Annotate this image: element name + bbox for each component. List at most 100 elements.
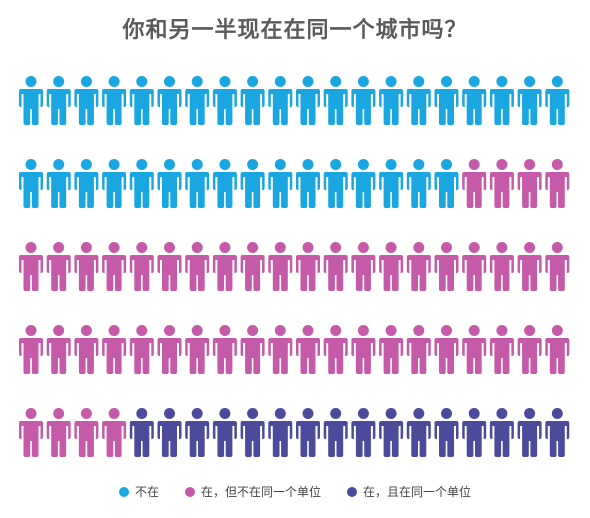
- legend: 不在 在，但不在同一个单位 在，且在同一个单位: [0, 483, 590, 500]
- legend-item-0: 不在: [118, 483, 159, 500]
- person-icon: [185, 76, 210, 125]
- person-icon: [46, 159, 71, 208]
- person-icon: [406, 76, 431, 125]
- person-icon: [323, 325, 348, 374]
- person-icon: [462, 159, 487, 208]
- person-icon: [129, 76, 154, 125]
- person-icon: [74, 325, 99, 374]
- person-icon: [157, 325, 182, 374]
- person-icon: [157, 242, 182, 291]
- person-icon: [434, 76, 459, 125]
- person-icon: [462, 325, 487, 374]
- person-icon: [240, 408, 265, 457]
- person-icon: [46, 408, 71, 457]
- person-icon: [240, 242, 265, 291]
- person-icon: [240, 325, 265, 374]
- person-icon: [129, 159, 154, 208]
- person-icon: [462, 408, 487, 457]
- person-icon: [517, 76, 542, 125]
- person-icon: [489, 408, 514, 457]
- person-icon: [185, 408, 210, 457]
- person-icon: [517, 159, 542, 208]
- person-icon: [46, 76, 71, 125]
- person-icon: [129, 325, 154, 374]
- person-icon: [379, 325, 404, 374]
- person-icon: [268, 408, 293, 457]
- legend-swatch-1: [184, 486, 195, 497]
- person-icon: [185, 242, 210, 291]
- person-icon: [489, 325, 514, 374]
- legend-item-1: 在，但不在同一个单位: [184, 483, 321, 500]
- person-icon: [268, 242, 293, 291]
- person-icon: [517, 408, 542, 457]
- person-icon: [185, 159, 210, 208]
- person-icon: [323, 159, 348, 208]
- person-icon: [489, 76, 514, 125]
- person-icon: [517, 325, 542, 374]
- person-icon: [240, 159, 265, 208]
- person-icon: [102, 325, 127, 374]
- person-icon: [268, 159, 293, 208]
- person-icon: [351, 408, 376, 457]
- person-icon: [129, 408, 154, 457]
- person-icon: [434, 408, 459, 457]
- person-icon: [19, 76, 43, 125]
- person-icon: [74, 242, 99, 291]
- person-icon: [212, 242, 237, 291]
- person-icon: [462, 76, 487, 125]
- legend-item-2: 在，且在同一个单位: [347, 483, 471, 500]
- person-icon: [434, 242, 459, 291]
- person-icon: [102, 242, 127, 291]
- person-icon: [157, 159, 182, 208]
- person-icon: [379, 408, 404, 457]
- person-icon: [434, 325, 459, 374]
- person-icon: [102, 76, 127, 125]
- person-icon: [74, 159, 99, 208]
- person-icon: [296, 242, 320, 291]
- person-icon: [212, 408, 237, 457]
- person-icon: [406, 242, 431, 291]
- person-icon: [268, 325, 293, 374]
- legend-label-0: 不在: [134, 485, 159, 499]
- person-icon: [102, 159, 127, 208]
- person-icon: [406, 408, 431, 457]
- person-icon: [489, 159, 514, 208]
- person-icon: [323, 242, 348, 291]
- person-icon: [545, 159, 570, 208]
- person-icon: [268, 76, 293, 125]
- person-icon: [212, 159, 237, 208]
- person-icon: [157, 408, 182, 457]
- legend-label-2: 在，且在同一个单位: [363, 485, 472, 499]
- person-icon: [296, 159, 320, 208]
- person-icon: [545, 325, 570, 374]
- legend-label-1: 在，但不在同一个单位: [200, 485, 321, 499]
- person-icon: [323, 408, 348, 457]
- person-icon: [545, 76, 570, 125]
- person-icon: [406, 159, 431, 208]
- person-icon: [379, 76, 404, 125]
- person-icon: [19, 159, 43, 208]
- person-icon: [545, 408, 570, 457]
- person-icon: [19, 408, 43, 457]
- person-icon: [351, 325, 376, 374]
- person-icon: [185, 325, 210, 374]
- person-icon: [351, 159, 376, 208]
- person-icon: [296, 325, 320, 374]
- person-icon: [351, 76, 376, 125]
- person-icon: [489, 242, 514, 291]
- person-icon: [46, 325, 71, 374]
- person-icon: [379, 242, 404, 291]
- person-icon: [74, 76, 99, 125]
- person-icon: [406, 325, 431, 374]
- person-icon: [323, 76, 348, 125]
- chart-title: 你和另一半现在在同一个城市吗？: [122, 18, 468, 43]
- person-icon: [517, 242, 542, 291]
- person-icon: [19, 325, 43, 374]
- legend-swatch-0: [118, 486, 129, 497]
- person-icon: [74, 408, 99, 457]
- person-icon: [351, 242, 376, 291]
- person-icon: [19, 242, 43, 291]
- person-icon: [157, 76, 182, 125]
- person-icon: [129, 242, 154, 291]
